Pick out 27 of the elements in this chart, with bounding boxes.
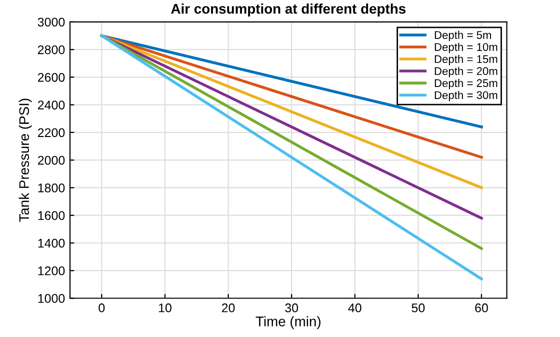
- x-tick-label: 30: [285, 303, 298, 312]
- x-tick-label: 0: [98, 303, 105, 312]
- x-tick-label: 50: [412, 303, 425, 312]
- x-tick-label: 10: [158, 303, 172, 312]
- legend-label: Depth = 30m: [434, 90, 498, 102]
- legend-label: Depth = 10m: [434, 42, 498, 54]
- x-tick-label: 20: [222, 303, 235, 312]
- y-tick-label: 1600: [38, 211, 65, 220]
- y-tick-label: 1200: [38, 266, 65, 276]
- y-tick-label: 1400: [38, 238, 65, 248]
- y-tick-label: 3000: [38, 18, 65, 27]
- y-tick-label: 2400: [38, 100, 65, 110]
- y-tick-label: 2800: [38, 45, 65, 54]
- y-tick-label: 1000: [38, 294, 65, 303]
- legend-label: Depth = 25m: [434, 78, 498, 90]
- y-tick-label: 2600: [38, 72, 65, 82]
- x-tick-label: 60: [475, 303, 488, 312]
- y-tick-label: 1800: [38, 184, 65, 192]
- x-axis-title: Time (min): [256, 316, 320, 330]
- y-tick-label: 2200: [38, 128, 65, 138]
- legend-label: Depth = 5m: [434, 30, 491, 42]
- legend-label: Depth = 20m: [434, 66, 498, 78]
- x-tick-label: 40: [348, 303, 362, 312]
- y-axis-title: Tank Pressure (PSI): [18, 98, 32, 222]
- y-tick-label: 2000: [38, 156, 65, 165]
- legend-label: Depth = 15m: [434, 54, 498, 66]
- chart-title: Air consumption at different depths: [171, 4, 406, 16]
